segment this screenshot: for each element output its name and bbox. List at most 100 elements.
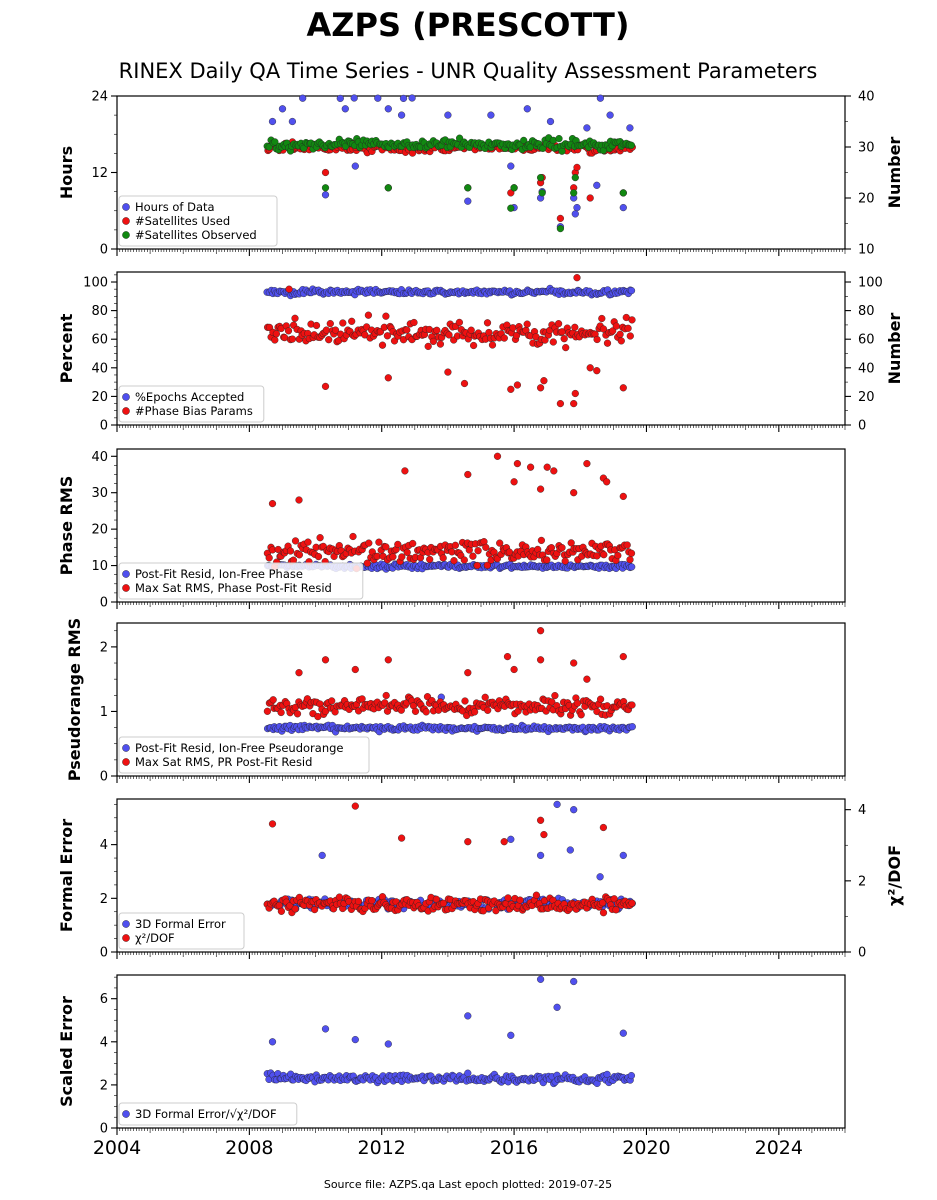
data-point: [321, 184, 330, 192]
legend-label: Post-Fit Resid, Ion-Free Pseudorange: [135, 741, 343, 755]
y2-axis-label: χ²/DOF: [885, 845, 904, 906]
y-axis-label: Percent: [57, 313, 76, 383]
series-marks: [263, 975, 636, 1088]
data-point: [321, 656, 330, 664]
data-point: [481, 693, 489, 701]
data-point: [571, 389, 579, 398]
data-point: [573, 274, 581, 282]
data-point: [331, 326, 340, 334]
data-point: [364, 311, 373, 319]
data-point: [619, 204, 627, 212]
data-point: [556, 214, 565, 223]
data-point: [505, 548, 514, 556]
data-point: [341, 105, 349, 113]
data-point: [268, 500, 277, 508]
y2-tick-label: 40: [858, 361, 875, 376]
legend: Hours of Data#Satellites Used#Satellites…: [118, 195, 278, 247]
legend-marker: [122, 744, 130, 752]
data-point: [384, 1040, 392, 1048]
legend-label: Max Sat RMS, Phase Post-Fit Resid: [135, 581, 332, 595]
data-point: [464, 669, 472, 677]
y-tick-label: 4: [100, 838, 108, 853]
legend-label: χ²/DOF: [135, 931, 175, 945]
data-point: [399, 94, 408, 103]
data-point: [272, 330, 281, 338]
data-point: [464, 184, 472, 192]
data-point: [560, 335, 568, 343]
data-point: [617, 337, 625, 345]
y2-axis-label: Number: [885, 137, 904, 209]
data-point: [551, 691, 559, 700]
data-point: [473, 561, 481, 570]
legend: 3D Formal Error/√χ²/DOF: [118, 1102, 298, 1126]
data-point: [586, 364, 594, 372]
data-point: [351, 162, 359, 170]
data-point: [351, 802, 359, 810]
data-point: [295, 669, 303, 677]
data-point: [277, 907, 286, 915]
series-1-0: [263, 284, 636, 300]
data-point: [363, 323, 371, 331]
data-point: [378, 341, 387, 349]
legend-marker: [122, 934, 130, 942]
data-point: [293, 710, 302, 718]
series-marks: [263, 94, 636, 233]
data-point: [532, 891, 541, 899]
data-point: [439, 554, 447, 562]
y-tick-label: 0: [100, 1122, 108, 1137]
data-point: [291, 537, 300, 545]
series-marks: [263, 452, 636, 573]
data-point: [350, 94, 358, 102]
data-point: [464, 1012, 472, 1020]
data-point: [408, 94, 416, 102]
data-point: [455, 318, 464, 327]
data-point: [520, 136, 528, 145]
data-point: [278, 105, 287, 113]
y-axis-label: Phase RMS: [57, 476, 76, 576]
data-point: [487, 111, 495, 119]
data-point: [550, 467, 558, 475]
data-point: [570, 489, 578, 497]
legend-label: Max Sat RMS, PR Post-Fit Resid: [135, 755, 312, 769]
data-point: [556, 400, 565, 408]
data-point: [384, 105, 392, 113]
data-point: [583, 675, 591, 683]
data-point: [507, 835, 515, 843]
legend: %Epochs Accepted#Phase Bias Params: [118, 385, 265, 423]
data-point: [596, 873, 604, 881]
data-point: [603, 339, 612, 347]
data-point: [570, 977, 578, 986]
legend-marker: [122, 407, 130, 415]
data-point: [571, 323, 579, 331]
data-point: [619, 652, 627, 661]
data-point: [600, 551, 608, 559]
legend-marker: [122, 570, 130, 578]
data-point: [616, 330, 624, 338]
y-axis-label: Scaled Error: [57, 996, 76, 1107]
data-point: [493, 452, 502, 460]
data-point: [424, 342, 432, 351]
data-point: [619, 384, 627, 392]
data-point: [596, 94, 605, 102]
data-point: [628, 701, 636, 709]
legend-marker: [122, 584, 130, 592]
data-point: [318, 851, 326, 860]
y2-tick-label: 2: [858, 874, 866, 889]
y-tick-label: 12: [91, 166, 108, 181]
panel-percent: 0 20 40 60 80 100 Percent 0 20 40 60 80 100 Number %Ep…: [57, 271, 904, 434]
panel-phase: 0 10 20 30 40 Phase RMS Post-Fit Resid, Ion-Fr…: [57, 448, 846, 611]
data-point: [265, 554, 273, 562]
data-point: [619, 492, 627, 501]
legend-marker: [122, 217, 130, 225]
data-point: [348, 317, 356, 325]
data-point: [403, 326, 411, 334]
y-tick-label: 6: [100, 992, 108, 1007]
data-point: [546, 117, 555, 126]
y2-tick-label: 20: [858, 390, 875, 405]
data-point: [513, 460, 522, 468]
data-point: [263, 707, 272, 715]
data-point: [429, 337, 438, 346]
data-point: [500, 838, 508, 846]
legend-marker: [122, 1110, 130, 1118]
